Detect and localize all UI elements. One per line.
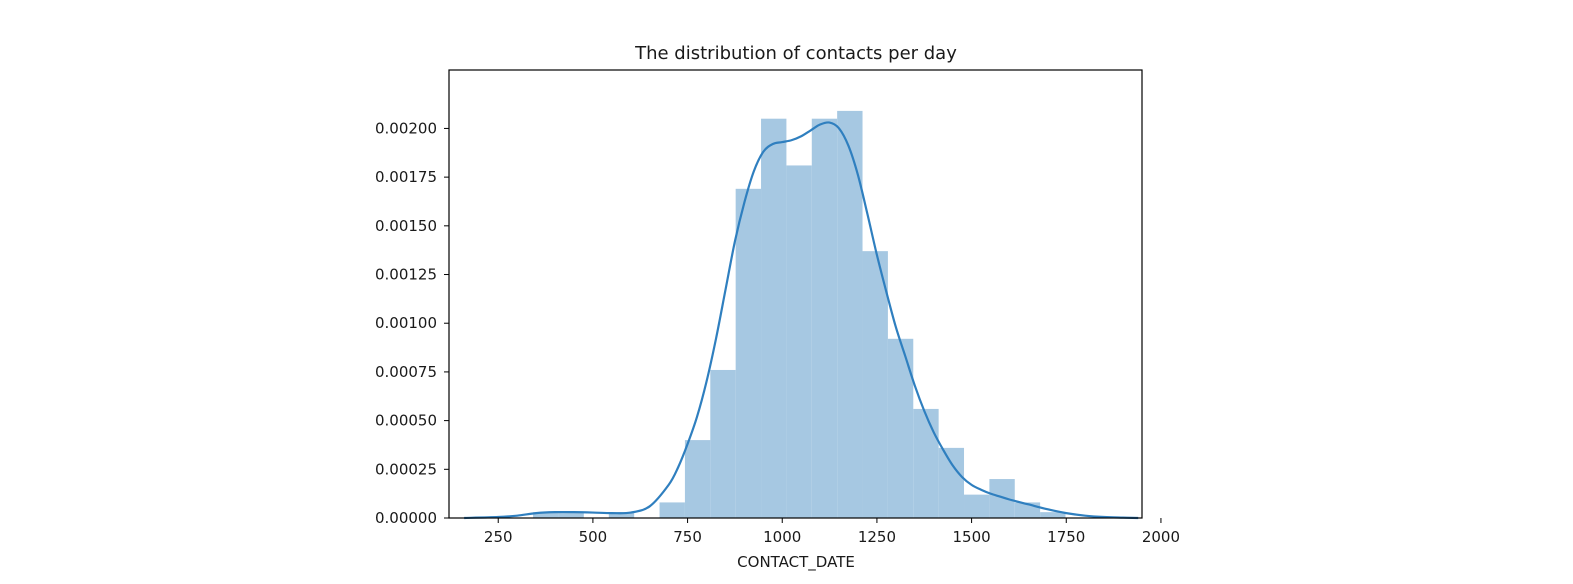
y-tick-label: 0.00025 [375,460,437,478]
histogram-bar [659,502,685,518]
histogram-bar [811,118,838,519]
histogram-bar [862,251,888,518]
histogram-bar [608,512,635,518]
histogram-bar [1040,512,1066,518]
x-tick-label: 1500 [952,528,990,546]
y-tick-label: 0.00175 [375,168,437,186]
histogram-bar [913,408,939,518]
x-tick-label: 1250 [858,528,896,546]
histogram-bar [761,118,787,519]
x-axis: 250 500 750 1000 1250 1500 1750 2000 [484,518,1180,546]
histogram-bar [837,110,863,518]
x-tick-label: 500 [579,528,608,546]
x-tick-label: 750 [673,528,702,546]
histogram-bar [684,440,711,518]
y-tick-label: 0.00000 [375,509,437,527]
x-tick-label: 1750 [1047,528,1085,546]
kde-curve [464,121,1139,520]
y-tick-label: 0.00125 [375,266,437,284]
x-tick-label: 250 [484,528,513,546]
histogram-bars [533,110,1066,519]
kde-curve-layer [464,121,1139,520]
y-tick-label: 0.00200 [375,119,437,137]
y-tick-label: 0.00050 [375,412,437,430]
histogram-bar [938,447,965,518]
x-tick-label: 2000 [1142,528,1180,546]
histogram-bar [786,165,812,518]
histogram-bar [964,494,990,518]
histogram-bar [989,479,1015,518]
y-tick-label: 0.00075 [375,363,437,381]
plot-area-frame [448,69,1143,519]
y-tick-label: 0.00100 [375,314,437,332]
histogram-bar [533,512,559,518]
y-tick-label: 0.00150 [375,217,437,235]
histogram-bar [887,338,914,518]
histogram-bar [710,369,736,518]
histogram-bar [558,512,584,518]
histogram-bar [735,188,762,519]
x-tick-label: 1000 [763,528,801,546]
chart-title: The distribution of contacts per day [634,43,957,64]
y-axis: 0.00000 0.00025 0.00050 0.00075 0.00100 0.001… [375,119,449,527]
x-axis-title: CONTACT_DATE [737,553,855,572]
